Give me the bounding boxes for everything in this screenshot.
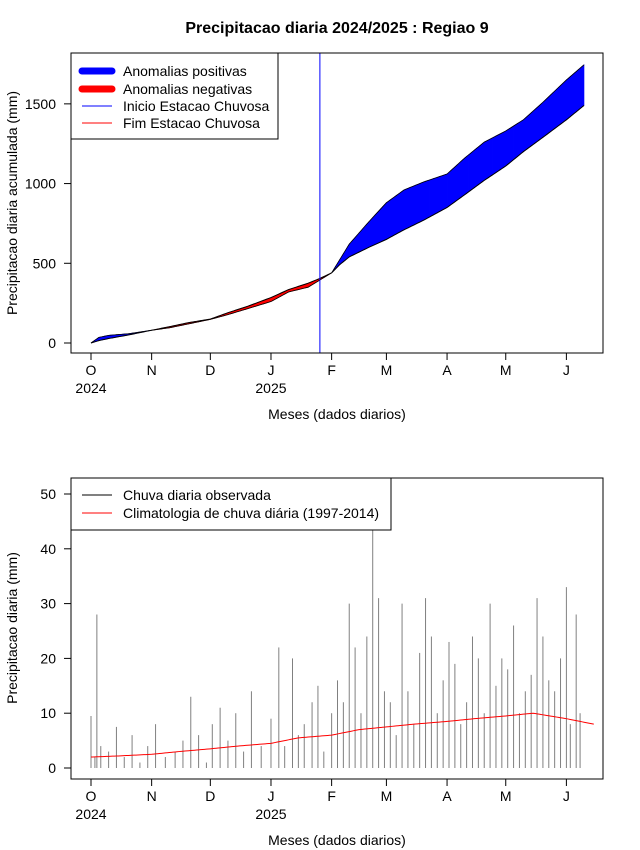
bottom-legend: Chuva diaria observada Climatologia de c… — [70, 477, 392, 531]
bottom-y-tick-label: 20 — [40, 650, 56, 666]
top-year-label: 2024 — [75, 380, 106, 396]
bottom-y-tick-label: 10 — [40, 705, 56, 721]
top-legend-box — [70, 52, 279, 140]
top-x-tick-label: M — [500, 362, 512, 378]
bottom-year-label: 2024 — [75, 806, 106, 822]
top-x-tick-label: F — [327, 362, 336, 378]
legend-label-observed: Chuva diaria observada — [123, 487, 271, 503]
top-x-tick-label: O — [86, 362, 97, 378]
bottom-y-tick-label: 0 — [48, 760, 56, 776]
bottom-x-tick-label: M — [381, 788, 393, 804]
daily-chart: 0 10 20 30 40 50 O N D J F M A M J 2024 2025 Meses (dad… — [4, 477, 604, 848]
bottom-x-tick-label: F — [327, 788, 336, 804]
top-y-tick-label: 1000 — [25, 176, 56, 192]
bottom-x-tick-label: J — [267, 788, 274, 804]
bottom-y-axis-label: Precipitacao diaria (mm) — [4, 552, 20, 704]
top-legend: Anomalias positivas Anomalias negativas … — [70, 52, 279, 140]
top-y-tick-label: 0 — [48, 335, 56, 351]
top-x-tick-label: D — [205, 362, 215, 378]
legend-label-onset: Inicio Estacao Chuvosa — [123, 98, 270, 114]
top-y-axis: 0 500 1000 1500 — [25, 96, 71, 351]
positive-anomaly-area — [581, 64, 585, 108]
top-y-tick-label: 1500 — [25, 96, 56, 112]
bottom-x-tick-label: N — [147, 788, 157, 804]
top-x-tick-label: N — [147, 362, 157, 378]
top-x-tick-label: A — [442, 362, 452, 378]
top-x-tick-label: J — [267, 362, 274, 378]
bottom-x-tick-label: J — [563, 788, 570, 804]
bottom-y-tick-label: 40 — [40, 541, 56, 557]
bottom-y-tick-label: 50 — [40, 486, 56, 502]
bottom-y-axis: 0 10 20 30 40 50 — [40, 486, 71, 776]
top-x-axis: O N D J F M A M J 2024 2025 — [75, 353, 570, 396]
legend-label-negative: Anomalias negativas — [123, 81, 252, 97]
bottom-x-tick-label: D — [205, 788, 215, 804]
bottom-x-tick-label: M — [500, 788, 512, 804]
legend-label-end: Fim Estacao Chuvosa — [123, 115, 260, 131]
chart-title: Precipitacao diaria 2024/2025 : Regiao 9 — [185, 20, 488, 37]
daily-bars — [90, 526, 581, 768]
climatology-accumulation-line — [90, 105, 585, 344]
bottom-x-tick-label: A — [442, 788, 452, 804]
top-year-label: 2025 — [255, 380, 286, 396]
legend-label-positive: Anomalias positivas — [123, 63, 247, 79]
bottom-year-label: 2025 — [255, 806, 286, 822]
bottom-x-axis-label: Meses (dados diarios) — [268, 832, 406, 848]
cumulative-chart: Precipitacao diaria 2024/2025 : Regiao 9… — [4, 20, 604, 422]
observed-accumulation-line — [90, 64, 585, 344]
top-y-tick-label: 500 — [33, 255, 57, 271]
top-x-tick-label: J — [563, 362, 570, 378]
climatology-daily-line — [90, 712, 594, 758]
top-x-tick-label: M — [381, 362, 393, 378]
bottom-legend-box — [70, 477, 392, 531]
bottom-y-tick-label: 30 — [40, 596, 56, 612]
top-lines — [90, 64, 585, 344]
bottom-x-tick-label: O — [86, 788, 97, 804]
climatology-line — [90, 712, 594, 758]
top-x-axis-label: Meses (dados diarios) — [268, 406, 406, 422]
legend-label-climatology: Climatologia de chuva diária (1997-2014) — [123, 505, 379, 521]
top-y-axis-label: Precipitacao diaria acumulada (mm) — [4, 91, 20, 315]
bottom-x-axis: O N D J F M A M J 2024 2025 — [75, 779, 570, 822]
top-plot-frame — [70, 52, 604, 354]
